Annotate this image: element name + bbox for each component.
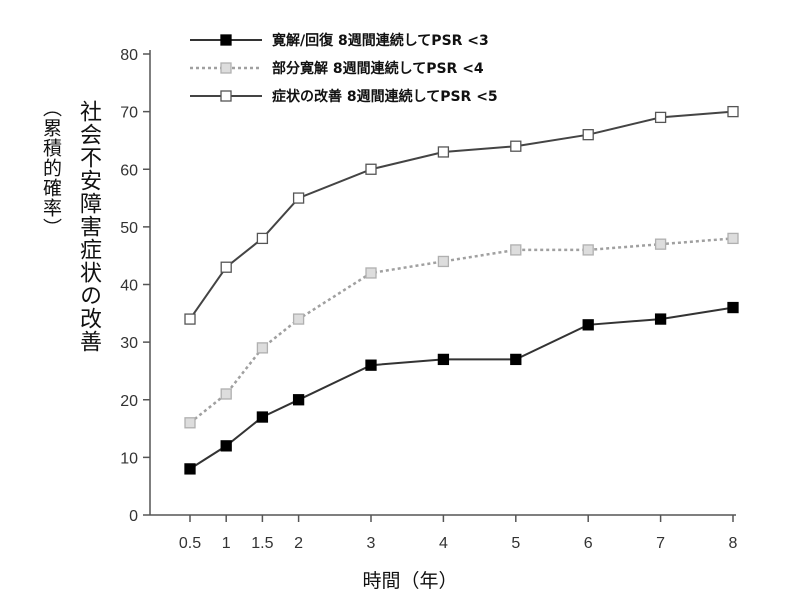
legend-marker-1 (220, 34, 232, 46)
series-3-point (727, 105, 739, 118)
y-tick-label: 70 (120, 105, 138, 122)
legend-label-3: 症状の改善 8週間連続してPSR <5 (272, 88, 498, 105)
y-axis-sublabel: （累積的確率） (40, 98, 62, 238)
series-3-point (292, 192, 305, 204)
x-tick-label: 7 (656, 535, 665, 552)
y-tick-label: 50 (120, 220, 138, 237)
x-tick-label: 0.5 (179, 535, 201, 552)
series-2-point (365, 267, 377, 279)
series-1-point (582, 319, 594, 331)
series-1-point (256, 411, 269, 423)
legend-marker-2 (220, 62, 232, 74)
series-line-2 (189, 237, 734, 424)
x-tick-label: 3 (367, 535, 376, 552)
y-tick-label: 20 (120, 393, 138, 410)
y-tick-label: 80 (120, 47, 138, 64)
series-1-point (727, 301, 739, 314)
series-3-point (256, 232, 269, 245)
x-tick-label: 6 (584, 535, 593, 552)
legend-label-2: 部分寛解 8週間連続してPSR <4 (272, 60, 484, 77)
series-2-point (654, 238, 667, 250)
legend-marker-3 (220, 90, 232, 102)
series-2-point (727, 232, 739, 245)
x-tick-label: 5 (511, 535, 520, 552)
series-3-point (510, 140, 522, 152)
series-line-3 (189, 110, 734, 320)
series-2-point (437, 255, 450, 268)
x-tick-label: 1.5 (251, 535, 273, 552)
x-axis-label: 時間（年） (362, 570, 458, 592)
y-tick-label: 10 (120, 450, 138, 467)
series-2-point (220, 388, 232, 400)
y-axis-label: 社会不安障害症状の改善 (76, 100, 101, 353)
series-3-point (365, 163, 377, 175)
series-layer (184, 105, 739, 475)
series-2-point (510, 244, 522, 256)
series-3-point (437, 146, 450, 158)
y-tick-label: 30 (120, 335, 138, 352)
axes: 0 10 20 30 40 50 60 70 80 0.5 1 1.5 2 3 4 5 6 7 8 (120, 47, 737, 552)
y-tick-label: 40 (120, 278, 138, 295)
legend-label-1: 寛解/回復 8週間連続してPSR <3 (272, 32, 489, 49)
series-1-point (365, 359, 377, 371)
series-2-point (582, 244, 594, 256)
series-2-point (256, 342, 269, 354)
y-tick-label: 60 (120, 162, 138, 179)
series-1-point (510, 353, 522, 366)
x-tick-label: 2 (294, 535, 303, 552)
series-line-1 (189, 306, 734, 470)
x-tick-label: 8 (729, 535, 738, 552)
x-tick-label: 4 (439, 535, 448, 552)
series-3-point (220, 261, 232, 273)
series-1-point (292, 394, 305, 406)
series-3-point (582, 129, 594, 141)
series-3-point (184, 313, 196, 325)
series-1-point (184, 463, 196, 475)
y-tick-label: 0 (129, 508, 138, 525)
x-tick-label: 1 (222, 535, 231, 552)
series-1-point (654, 313, 667, 325)
series-2-point (292, 313, 305, 325)
series-3-point (654, 111, 667, 124)
legend: 寛解/回復 8週間連続してPSR <3 部分寛解 8週間連続してPSR <4 症状の… (190, 32, 498, 105)
series-2-point (184, 417, 196, 429)
series-1-point (437, 353, 450, 366)
series-1-point (220, 440, 232, 452)
